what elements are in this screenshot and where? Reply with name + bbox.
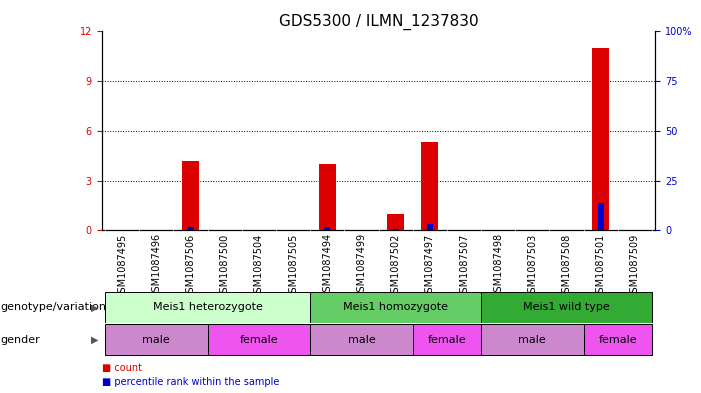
Bar <box>481 292 652 323</box>
Text: GSM1087496: GSM1087496 <box>151 233 161 298</box>
Text: GSM1087495: GSM1087495 <box>117 233 127 299</box>
Text: female: female <box>428 334 466 345</box>
Bar <box>387 214 404 230</box>
Bar <box>310 292 481 323</box>
Bar <box>319 164 336 230</box>
Text: female: female <box>599 334 637 345</box>
Text: GSM1087500: GSM1087500 <box>219 233 230 299</box>
Text: GSM1087499: GSM1087499 <box>356 233 367 298</box>
Text: male: male <box>142 334 170 345</box>
Title: GDS5300 / ILMN_1237830: GDS5300 / ILMN_1237830 <box>279 14 478 30</box>
Text: GSM1087509: GSM1087509 <box>630 233 640 299</box>
Text: GSM1087501: GSM1087501 <box>596 233 606 299</box>
Text: ▶: ▶ <box>90 334 98 345</box>
Bar <box>105 292 310 323</box>
Text: GSM1087502: GSM1087502 <box>390 233 401 299</box>
Text: GSM1087497: GSM1087497 <box>425 233 435 299</box>
Bar <box>207 324 310 355</box>
Bar <box>584 324 652 355</box>
Text: GSM1087506: GSM1087506 <box>186 233 196 299</box>
Bar <box>481 324 584 355</box>
Bar <box>413 324 481 355</box>
Text: male: male <box>519 334 546 345</box>
Bar <box>310 324 413 355</box>
Text: ▶: ▶ <box>90 302 98 312</box>
Text: Meis1 homozygote: Meis1 homozygote <box>343 302 448 312</box>
Text: GSM1087503: GSM1087503 <box>527 233 538 299</box>
Text: GSM1087505: GSM1087505 <box>288 233 298 299</box>
Text: ■ count: ■ count <box>102 363 142 373</box>
Bar <box>188 227 193 230</box>
Text: GSM1087498: GSM1087498 <box>494 233 503 298</box>
Text: gender: gender <box>1 334 41 345</box>
Bar <box>325 227 330 230</box>
Text: male: male <box>348 334 375 345</box>
Bar <box>105 324 207 355</box>
Text: GSM1087508: GSM1087508 <box>562 233 571 299</box>
Text: GSM1087507: GSM1087507 <box>459 233 469 299</box>
Text: female: female <box>240 334 278 345</box>
Bar <box>427 224 433 230</box>
Text: GSM1087504: GSM1087504 <box>254 233 264 299</box>
Text: ■ percentile rank within the sample: ■ percentile rank within the sample <box>102 377 279 387</box>
Bar <box>182 161 199 230</box>
Bar <box>421 143 438 230</box>
Bar <box>598 204 604 230</box>
Text: genotype/variation: genotype/variation <box>1 302 107 312</box>
Text: Meis1 wild type: Meis1 wild type <box>523 302 610 312</box>
Bar <box>393 229 399 230</box>
Bar <box>592 48 609 230</box>
Text: GSM1087494: GSM1087494 <box>322 233 332 298</box>
Text: Meis1 heterozygote: Meis1 heterozygote <box>153 302 263 312</box>
